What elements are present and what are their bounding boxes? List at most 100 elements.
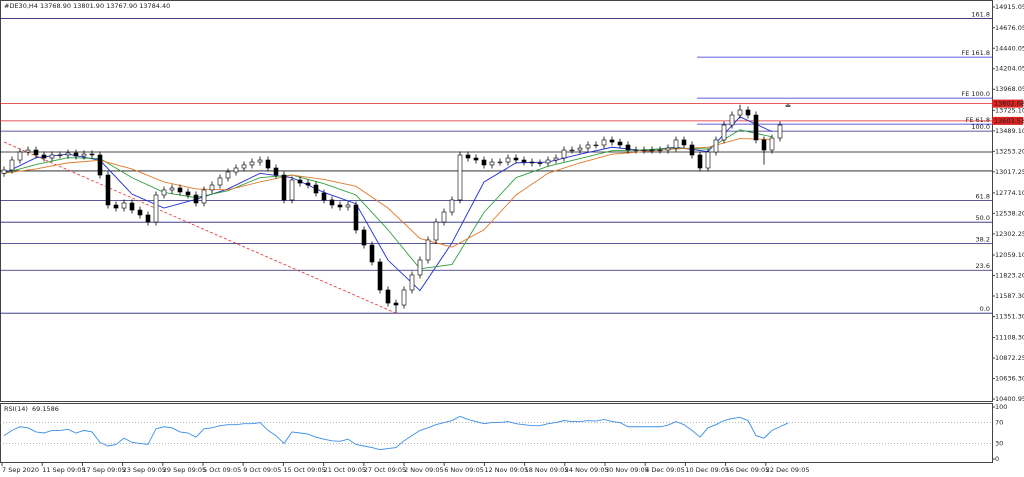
x-tick-label: 9 Oct 09:05	[243, 466, 281, 474]
y-tick-label: 11351.30	[995, 312, 1024, 320]
candle-body	[633, 149, 639, 152]
candle-body	[273, 167, 279, 176]
fibo-label: 23.6	[976, 262, 990, 270]
candle-body	[289, 179, 295, 201]
candle-body	[329, 199, 335, 206]
y-tick-label: 13489.10	[995, 127, 1024, 135]
candle-body	[561, 149, 567, 159]
candle-body	[457, 154, 463, 201]
x-tick-label: 7 Sep 2020	[2, 466, 39, 474]
candle-body	[681, 139, 687, 146]
y-tick-label: 13725.10	[995, 106, 1024, 114]
candle-body	[697, 154, 703, 169]
candle-body	[385, 289, 391, 304]
fibo-label: 0.0	[980, 305, 990, 313]
y-tick-label: 14915.05	[995, 3, 1024, 11]
candle-body	[105, 174, 111, 206]
y-tick-label: 11108.30	[995, 334, 1024, 342]
candle-body	[297, 179, 303, 184]
x-tick-label: 24 Nov 09:05	[565, 466, 609, 474]
y-tick-label: 14204.05	[995, 65, 1024, 73]
y-tick-label: 13253.20	[995, 147, 1024, 155]
candle-body	[337, 204, 343, 208]
candle-body	[25, 149, 31, 153]
candle-body	[233, 167, 239, 173]
y-tick-label: 12059.10	[995, 251, 1024, 259]
x-tick-label: 6 Nov 09:05	[444, 466, 484, 474]
y-tick-label: 10400.95	[995, 395, 1024, 403]
y-tick-label: 13968.05	[995, 85, 1024, 93]
x-tick-label: 18 Nov 09:05	[525, 466, 569, 474]
candle-body	[721, 124, 727, 141]
candle-body	[353, 204, 359, 231]
candle-body	[777, 124, 783, 139]
x-tick-label: 2 Nov 09:05	[404, 466, 444, 474]
x-tick-label: 22 Dec 09:05	[766, 466, 810, 474]
candle-body	[281, 174, 287, 201]
candle-body	[129, 202, 135, 211]
candle-body	[417, 259, 423, 276]
candle-body	[41, 154, 47, 159]
candle-body	[745, 109, 751, 116]
y-tick-label: 13017.25	[995, 168, 1024, 176]
candle-body	[121, 202, 127, 209]
fibo-label: 38.2	[976, 236, 990, 244]
price-tag	[992, 99, 1023, 108]
fibo-expansion-label: FE 100.0	[961, 90, 990, 98]
rsi-panel	[0, 403, 993, 463]
candle-body	[97, 154, 103, 176]
y-tick-label: 12774.10	[995, 189, 1024, 197]
y-tick-label: 11587.30	[995, 292, 1024, 300]
candle-body	[713, 139, 719, 153]
x-tick-label: 21 Oct 09:05	[324, 466, 366, 474]
candle-body	[441, 211, 447, 223]
x-tick-label: 27 Oct 09:05	[364, 466, 406, 474]
candle-body	[689, 144, 695, 156]
rsi-value: 69.1586	[32, 405, 59, 413]
candle-body	[177, 187, 183, 193]
candle-body	[257, 159, 263, 163]
candle-body	[489, 161, 495, 166]
candle-body	[113, 204, 119, 209]
candle-body	[569, 149, 575, 152]
y-tick-label: 12538.20	[995, 209, 1024, 217]
candle-body	[465, 154, 471, 159]
candle-body	[673, 139, 679, 149]
x-tick-label: 5 Oct 09:05	[203, 466, 241, 474]
candle-body	[641, 149, 647, 152]
candle-body	[665, 147, 671, 151]
x-tick-label: 4 Dec 09:05	[645, 466, 685, 474]
candle-body	[473, 157, 479, 161]
candle-body	[161, 189, 167, 196]
candle-body	[433, 221, 439, 241]
candle-body	[145, 214, 151, 223]
candle-body	[33, 149, 39, 156]
rsi-tick-label: 0	[995, 455, 999, 463]
candle-body	[241, 164, 247, 169]
candle-body	[401, 289, 407, 306]
candle-body	[361, 229, 367, 246]
candle-body	[185, 191, 191, 196]
candle-body	[577, 147, 583, 151]
x-tick-label: 29 Sep 09:05	[163, 466, 206, 474]
fibo-expansion-label: FE 61.8	[966, 116, 990, 124]
candle-body	[617, 141, 623, 146]
x-tick-label: 30 Nov 09:05	[605, 466, 649, 474]
rsi-tick-label: 70	[995, 419, 1003, 427]
x-tick-label: 12 Nov 09:05	[484, 466, 528, 474]
candle-body	[505, 157, 511, 163]
rsi-label: RSI(14)	[4, 405, 28, 413]
candle-body	[345, 204, 351, 208]
candle-body	[529, 161, 535, 164]
candle-body	[57, 154, 63, 157]
fibo-label: 161.8	[971, 11, 990, 19]
rsi-line	[3, 415, 789, 451]
candle-body	[657, 149, 663, 152]
trendline	[3, 141, 397, 314]
candle-body	[449, 199, 455, 213]
candle-body	[705, 151, 711, 169]
y-tick-label: 10872.25	[995, 354, 1024, 362]
y-tick-label: 11823.20	[995, 271, 1024, 279]
candle-body	[513, 157, 519, 161]
candle-body	[313, 184, 319, 194]
